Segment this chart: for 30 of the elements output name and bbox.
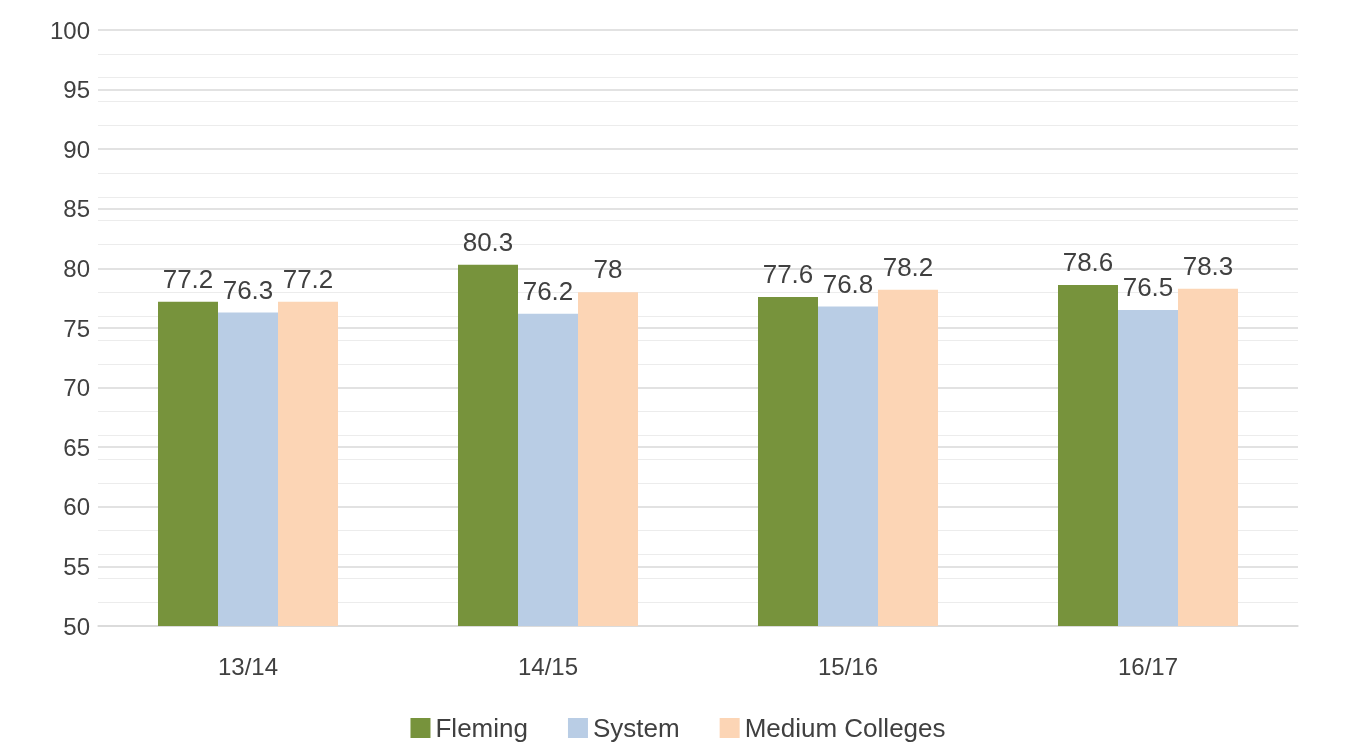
data-label: 76.3 [222, 274, 274, 305]
data-label: 78.2 [882, 251, 934, 282]
data-label: 76.2 [522, 275, 574, 306]
data-label: 78.3 [1182, 250, 1234, 281]
y-tick-label: 85 [63, 195, 90, 223]
data-label: 77.2 [282, 263, 334, 294]
y-tick-label: 60 [63, 493, 90, 521]
data-label: 78 [593, 254, 623, 285]
data-label: 77.6 [762, 259, 814, 290]
y-tick-label: 80 [63, 254, 90, 282]
y-tick-label: 70 [63, 374, 90, 402]
legend-label: Fleming [435, 713, 528, 743]
x-tick-label: 16/17 [1117, 652, 1179, 680]
data-label: 78.6 [1062, 247, 1114, 278]
y-tick-label: 95 [63, 76, 90, 104]
data-label: 80.3 [462, 226, 514, 257]
legend-label: Medium Colleges [744, 713, 946, 743]
y-tick-label: 75 [63, 314, 90, 342]
y-tick-label: 50 [63, 612, 90, 640]
data-label: 76.5 [1122, 272, 1174, 303]
y-tick-label: 90 [63, 135, 90, 163]
y-tick-label: 100 [49, 16, 90, 44]
y-tick-label: 55 [63, 552, 90, 580]
data-label: 77.2 [162, 263, 214, 294]
x-tick-label: 15/16 [817, 652, 879, 680]
x-tick-label: 14/15 [517, 652, 579, 680]
legend-label: System [592, 713, 680, 743]
y-tick-label: 65 [63, 433, 90, 461]
data-label: 76.8 [822, 268, 874, 299]
x-tick-label: 13/14 [217, 652, 279, 680]
